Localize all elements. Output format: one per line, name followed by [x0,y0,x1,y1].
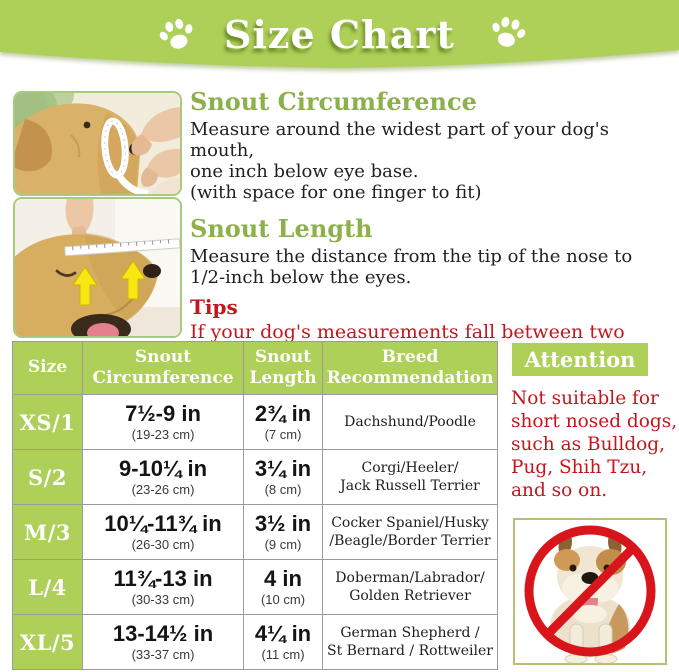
column-header-size: Size [12,341,83,395]
size-table: Size Snout Circumference Snout Length Bree… [12,341,498,670]
measuring-guide: Snout Circumference Measure around the w… [190,89,676,390]
attention-text-line: such as Bulldog, [511,434,666,455]
column-header-length: Snout Length [243,341,323,395]
hands [131,107,180,194]
size-cell: L/4 [12,559,83,615]
guide-text-line: one inch below eye base. [190,161,419,183]
breed-cell: Dachshund/Poodle [322,394,498,450]
attention-text-line: and so on. [511,480,608,501]
size-cell: S/2 [12,449,83,505]
bulldog-image [513,518,667,665]
size-cell: XS/1 [12,394,83,450]
header-banner [0,0,679,68]
table-row: S/2 9-10¼ in (23-26 cm) 3¼ in (8 cm) Corgi… [12,449,498,505]
table-header-row: Size Snout Circumference Snout Length Bree… [12,341,498,395]
breed-cell: Corgi/Heeler/Jack Russell Terrier [322,449,498,505]
length-cell: 4¼ in (11 cm) [243,614,323,670]
snout-length-photo [13,197,182,338]
length-cell: 2¾ in (7 cm) [243,394,323,450]
breed-cell: Cocker Spaniel/Husky/Beagle/Border Terri… [322,504,498,560]
snout-circumference-photo [13,91,182,196]
page-title: Size Chart [224,12,455,57]
attention-text: Not suitable for short nosed dogs, such … [511,387,679,502]
prohibition-icon [524,525,656,657]
circumference-cell: 13-14½ in (33-37 cm) [82,614,244,670]
column-header-breed: Breed Recommendation [322,341,498,395]
guide-text-line: Measure the distance from the tip of the… [190,246,633,268]
length-cell: 3¼ in (8 cm) [243,449,323,505]
measuring-tape-icon [101,117,149,194]
circumference-cell: 11¾-13 in (30-33 cm) [82,559,244,615]
snout-circumference-heading: Snout Circumference [190,87,477,116]
guide-text-line: (with space for one finger to fit) [190,182,482,204]
guide-text-line: Measure around the widest part of your d… [190,119,609,162]
snout-length-heading: Snout Length [190,214,373,244]
guide-text-line: 1/2-inch below the eyes. [190,267,412,289]
column-header-circumference: Snout Circumference [82,341,244,395]
dog-measure-circumference-illustration [15,93,180,194]
breed-cell: Doberman/Labrador/Golden Retriever [322,559,498,615]
table-row: XS/1 7½-9 in (19-23 cm) 2¾ in (7 cm) Dachs… [12,394,498,450]
paw-icon-right [492,16,526,47]
attention-text-line: Not suitable for [511,388,659,409]
table-row: M/3 10¼-11¾ in (26-30 cm) 3½ in (9 cm) Coc… [12,504,498,560]
prohibited-bulldog-illustration [515,520,665,663]
attention-heading: Attention [512,343,648,376]
circumference-cell: 10¼-11¾ in (26-30 cm) [82,504,244,560]
tips-heading: Tips [190,295,238,320]
size-cell: XL/5 [12,614,83,670]
paw-icon-left [159,18,193,49]
table-row: L/4 11¾-13 in (30-33 cm) 4 in (10 cm) Dobe… [12,559,498,615]
breed-cell: German Shepherd / St Bernard / Rottweiler [322,614,498,670]
up-arrow-icons [72,260,146,306]
size-cell: M/3 [12,504,83,560]
circumference-cell: 9-10¼ in (23-26 cm) [82,449,244,505]
dog-measure-length-illustration [15,199,180,336]
attention-text-line: Pug, Shih Tzu, [511,457,648,478]
table-row: XL/5 13-14½ in (33-37 cm) 4¼ in (11 cm) Ge… [12,614,498,670]
length-cell: 4 in (10 cm) [243,559,323,615]
attention-text-line: short nosed dogs, [511,411,678,432]
circumference-cell: 7½-9 in (19-23 cm) [82,394,244,450]
measuring-tape-icon [64,238,180,257]
length-cell: 3½ in (9 cm) [243,504,323,560]
